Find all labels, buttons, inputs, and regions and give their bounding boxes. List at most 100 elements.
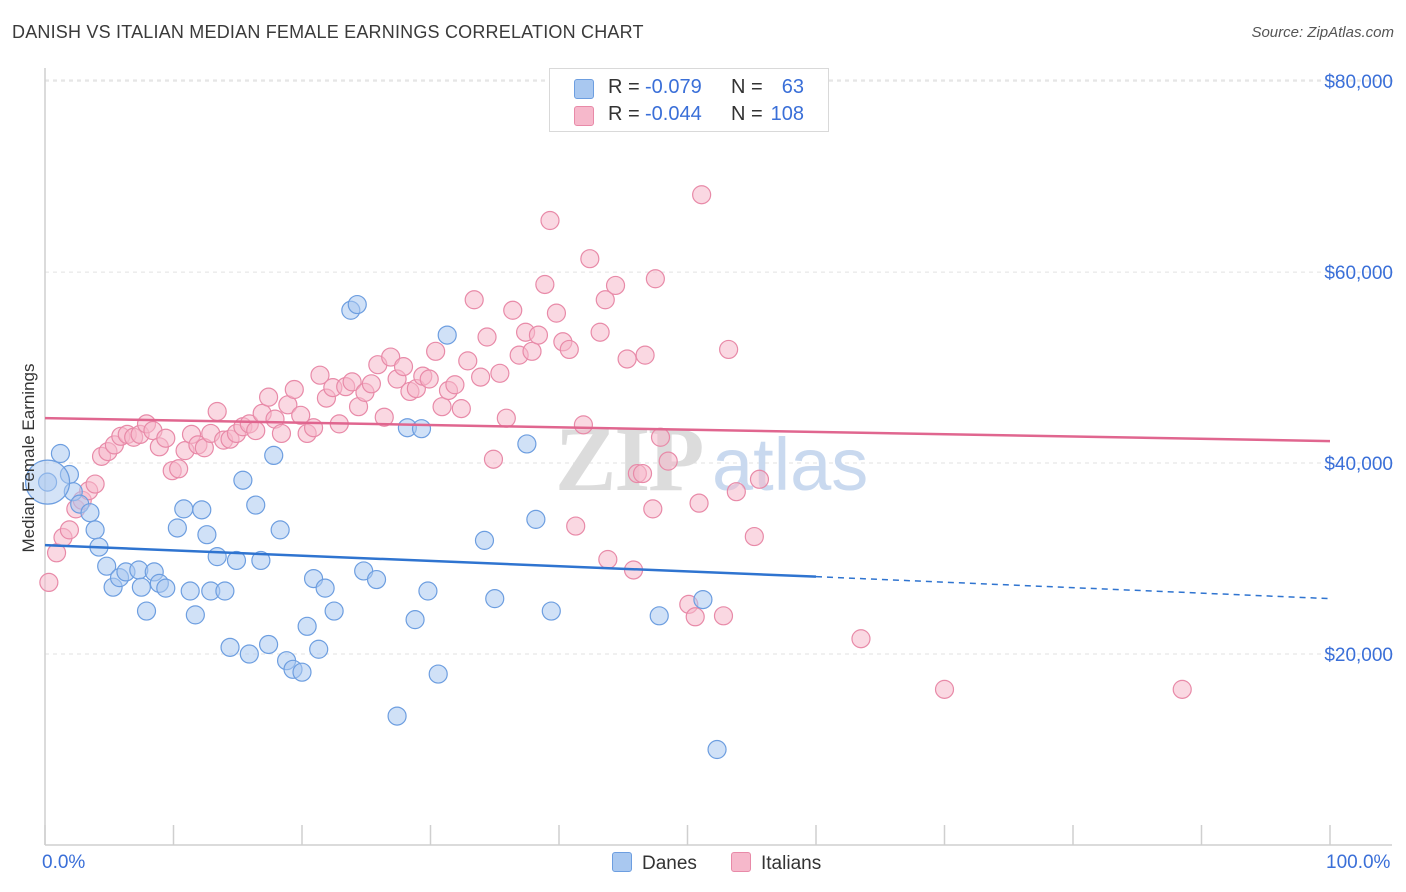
italians-point <box>464 290 484 310</box>
italians-point <box>658 451 678 471</box>
danes-point <box>251 550 271 571</box>
italians-point <box>471 367 491 387</box>
danes-point <box>233 470 253 490</box>
italians-point <box>1172 679 1192 699</box>
legend-swatch-danes <box>612 852 632 872</box>
source-label: Source: ZipAtlas.com <box>1251 24 1394 41</box>
italians-point <box>419 369 439 389</box>
danes-point <box>131 577 151 597</box>
italians-point <box>685 607 705 627</box>
y-axis-title: Median Female Earnings <box>19 363 38 553</box>
italians-point <box>689 493 709 513</box>
danes-point <box>474 530 495 550</box>
danes-point <box>136 601 157 621</box>
italians-point <box>744 526 764 547</box>
italians-point <box>590 322 610 342</box>
danes-trend-line-extension <box>815 575 1331 600</box>
trend-lines <box>44 416 1331 600</box>
x-tick-label-max: 100.0% <box>1326 852 1391 873</box>
danes-point <box>405 610 425 630</box>
italians-point <box>617 349 637 369</box>
legend-n-label: N = <box>731 103 763 125</box>
y-tick-labels: $20,000 $40,000 $60,000 $80,000 <box>1324 72 1393 666</box>
danes-point <box>246 495 266 515</box>
danes-point <box>324 601 344 621</box>
italians-point <box>271 423 292 444</box>
danes-point <box>80 503 100 523</box>
italians-point <box>635 345 655 365</box>
italians-point <box>207 401 227 422</box>
italians-point <box>528 325 549 345</box>
italians-point <box>393 357 414 377</box>
danes-point <box>315 578 335 598</box>
italians-point <box>522 341 542 361</box>
italians-trend-line <box>44 416 1331 443</box>
danes-point <box>215 581 235 601</box>
italians-point <box>303 418 324 438</box>
italians-point <box>477 327 497 347</box>
legend-n-label: N = <box>731 76 763 98</box>
italians-point <box>535 274 555 295</box>
italians-point <box>451 399 471 419</box>
italians-point <box>605 275 626 296</box>
italians-point <box>595 290 615 310</box>
italians-point <box>503 300 523 320</box>
italians-point <box>39 572 59 593</box>
danes-point <box>50 443 71 464</box>
x-tick-label-min: 0.0% <box>42 852 86 873</box>
danes-point <box>192 500 212 520</box>
legend-row-italians: R = -0.044 N = 108 <box>550 101 828 129</box>
italians-point <box>361 374 381 394</box>
italians-point <box>934 679 955 699</box>
danes-point <box>85 520 105 540</box>
italians-point <box>749 469 770 489</box>
italians-point <box>246 420 266 441</box>
italians-point <box>458 351 478 371</box>
danes-point <box>526 509 546 529</box>
italians-point <box>598 549 618 570</box>
legend-swatch-italians <box>574 106 594 126</box>
italians-point <box>692 185 712 205</box>
danes-points <box>24 294 727 760</box>
legend-n-value: 108 <box>770 103 804 125</box>
danes-point <box>366 569 387 590</box>
danes-point <box>258 634 279 655</box>
italians-point <box>540 210 560 231</box>
y-tick-label: $20,000 <box>1324 645 1393 666</box>
danes-point <box>517 434 537 454</box>
italians-point <box>632 463 653 484</box>
italians-point <box>59 520 80 540</box>
legend-swatch-danes <box>574 79 594 99</box>
legend-r-value: -0.079 <box>645 76 702 98</box>
danes-point <box>309 639 329 659</box>
italians-point <box>650 427 671 447</box>
italians-point <box>643 499 663 519</box>
italians-point <box>713 606 734 626</box>
italians-point <box>566 516 586 536</box>
italians-point <box>381 347 401 367</box>
danes-point <box>97 556 117 576</box>
correlation-legend: R = -0.079 N = 63 R = -0.044 N = 108 <box>549 68 829 132</box>
danes-point <box>418 581 438 601</box>
italians-points <box>39 185 1192 699</box>
danes-point <box>693 589 713 610</box>
chart-title: DANISH VS ITALIAN MEDIAN FEMALE EARNINGS… <box>12 22 644 42</box>
y-tick-label: $80,000 <box>1324 72 1393 93</box>
danes-point <box>541 601 561 621</box>
italians-point <box>310 365 330 385</box>
legend-item-danes: Danes <box>612 852 697 875</box>
watermark: ZIP atlas <box>555 408 868 510</box>
danes-trend-line <box>44 543 817 578</box>
legend-item-italians: Italians <box>731 852 821 875</box>
legend-label-danes: Danes <box>642 853 697 874</box>
italians-point <box>573 415 594 435</box>
danes-point <box>707 739 727 760</box>
danes-point <box>180 581 200 601</box>
italians-point <box>726 482 746 502</box>
danes-point <box>411 419 432 439</box>
danes-point <box>156 578 176 598</box>
danes-point <box>226 550 247 571</box>
danes-point <box>387 706 407 726</box>
danes-point <box>24 459 71 505</box>
